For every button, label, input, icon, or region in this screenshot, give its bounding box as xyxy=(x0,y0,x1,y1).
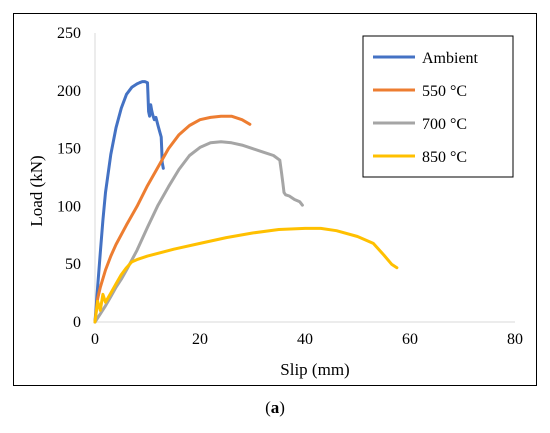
series-line-850-c xyxy=(93,226,399,324)
legend-box xyxy=(362,35,514,178)
y-tick-label: 250 xyxy=(57,25,81,42)
axes: 0 50 100 150 200 250 0 20 40 60 80 xyxy=(57,25,523,348)
legend-label-ambient: Ambient xyxy=(422,50,479,67)
y-tick-label: 150 xyxy=(57,141,81,158)
x-tick-label: 80 xyxy=(507,331,523,348)
legend-label-850-c: 850 °C xyxy=(422,149,467,166)
x-axis-title: Slip (mm) xyxy=(280,360,349,379)
series-line-550-c xyxy=(93,114,252,324)
x-tick-label: 60 xyxy=(402,331,418,348)
legend-label-550-c: 550 °C xyxy=(422,83,467,100)
y-axis-title: Load (kN) xyxy=(27,155,46,226)
y-tick-label: 50 xyxy=(65,256,81,273)
series-line-ambient xyxy=(93,80,165,324)
y-tick-label: 200 xyxy=(57,83,81,100)
x-tick-label: 20 xyxy=(192,331,208,348)
figure-caption: (a) xyxy=(265,398,285,417)
y-tick-label: 100 xyxy=(57,198,81,215)
x-tick-label: 0 xyxy=(91,331,99,348)
y-tick-label: 0 xyxy=(73,314,81,331)
x-tick-label: 40 xyxy=(297,331,313,348)
series-lines xyxy=(93,80,399,324)
legend-label-700-c: 700 °C xyxy=(422,116,467,133)
chart-frame: 0 50 100 150 200 250 0 20 40 60 80 Ambient 550 °C 70… xyxy=(13,13,537,386)
load-slip-chart: 0 50 100 150 200 250 0 20 40 60 80 Ambient 550 °C 70… xyxy=(27,25,523,379)
caption-letter: a xyxy=(270,398,280,417)
legend: Ambient 550 °C 700 °C 850 °C xyxy=(362,35,514,178)
series-line-700-c xyxy=(93,140,304,324)
